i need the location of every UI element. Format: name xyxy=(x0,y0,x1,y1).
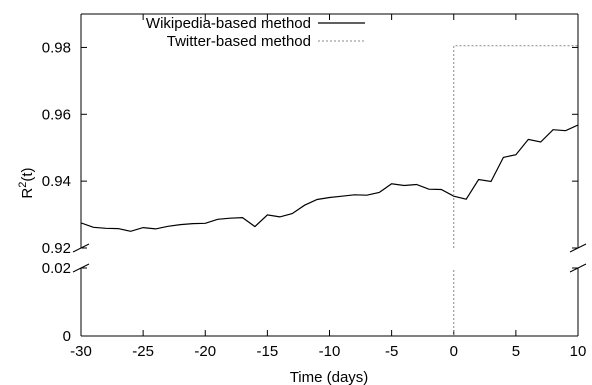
legend-entry-twitter: Twitter-based method xyxy=(167,33,365,50)
legend-label-twitter: Twitter-based method xyxy=(167,33,311,50)
y-tick-label-lower-1: 0.02 xyxy=(42,260,71,277)
series-layer xyxy=(81,45,578,336)
y-axis-ticks: 0.92 0.94 0.96 0.98 0 0.02 xyxy=(42,39,578,345)
legend-entry-wikipedia: Wikipedia-based method xyxy=(146,15,365,32)
legend: Wikipedia-based method Twitter-based met… xyxy=(146,15,365,50)
series-line-twitter-upper xyxy=(453,45,578,248)
x-axis-title: Time (days) xyxy=(290,369,369,385)
legend-label-wikipedia: Wikipedia-based method xyxy=(146,15,311,32)
break-mark-right-upper xyxy=(569,243,587,253)
x-tick-label-3: -15 xyxy=(257,343,279,360)
x-axis-ticks: -30 -25 -20 -15 -10 -5 0 5 10 xyxy=(70,14,586,360)
x-tick-label-7: 5 xyxy=(512,343,520,360)
y-tick-label-upper-1: 0.94 xyxy=(42,173,71,190)
y-axis-title-main: R xyxy=(19,188,36,199)
y-axis-title-tail: (t) xyxy=(19,167,36,181)
x-tick-label-6: 0 xyxy=(450,343,458,360)
x-tick-label-2: -20 xyxy=(194,343,216,360)
break-mark-right-lower xyxy=(569,263,587,273)
y-axis-title: R2(t) xyxy=(17,167,36,198)
x-tick-label-5: -5 xyxy=(385,343,398,360)
y-axis-title-sup: 2 xyxy=(17,182,29,188)
axis-break-marks xyxy=(72,243,587,273)
y-tick-label-upper-3: 0.98 xyxy=(42,39,71,56)
series-line-wikipedia xyxy=(81,124,578,232)
x-tick-label-1: -25 xyxy=(132,343,154,360)
break-mark-left-lower xyxy=(72,263,90,273)
y-tick-label-lower-0: 0 xyxy=(63,328,71,345)
break-mark-left-upper xyxy=(72,243,90,253)
y-tick-label-upper-2: 0.96 xyxy=(42,106,71,123)
y-tick-label-upper-0: 0.92 xyxy=(42,240,71,257)
x-tick-label-8: 10 xyxy=(570,343,587,360)
x-tick-label-4: -10 xyxy=(319,343,341,360)
x-tick-label-0: -30 xyxy=(70,343,92,360)
plot-frame xyxy=(80,13,579,337)
